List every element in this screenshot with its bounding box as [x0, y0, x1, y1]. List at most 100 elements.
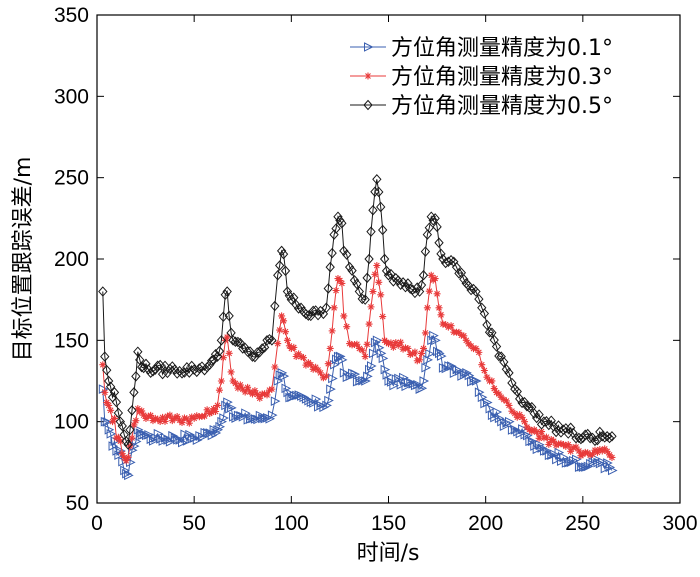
data-point — [411, 348, 419, 356]
y-tick-label: 50 — [66, 492, 89, 515]
data-point — [393, 275, 403, 286]
data-point — [217, 377, 225, 385]
data-point — [111, 396, 122, 408]
data-point — [148, 365, 158, 377]
data-point — [137, 361, 147, 373]
data-point — [367, 361, 377, 371]
data-point — [241, 408, 251, 419]
data-point — [151, 433, 161, 443]
data-point — [580, 429, 590, 440]
data-point — [117, 420, 127, 432]
data-point — [524, 402, 535, 413]
legend: 方位角测量精度为0.1° 方位角测量精度为0.3° 方位角测量精度为0.5° — [350, 36, 613, 119]
data-point — [248, 390, 256, 398]
x-tick-label: 50 — [182, 512, 205, 535]
data-point — [132, 417, 140, 425]
data-point — [535, 439, 545, 450]
data-point — [344, 261, 355, 273]
data-point — [116, 437, 124, 445]
data-point — [425, 287, 433, 295]
data-point — [431, 275, 439, 283]
data-point — [404, 344, 412, 352]
data-point — [203, 406, 211, 414]
data-point — [274, 340, 282, 348]
data-point — [222, 286, 232, 297]
data-point — [118, 450, 126, 458]
data-point — [554, 447, 565, 458]
data-point — [118, 456, 128, 467]
data-point — [230, 336, 241, 347]
data-point — [500, 396, 508, 404]
y-tick-label: 350 — [54, 4, 89, 27]
data-point — [180, 429, 191, 440]
data-point — [301, 308, 311, 320]
data-point — [386, 268, 396, 280]
x-tick-label: 300 — [662, 512, 697, 535]
x-tick-label: 100 — [274, 512, 309, 535]
data-point — [581, 462, 591, 472]
data-point — [182, 362, 192, 373]
data-point — [358, 375, 368, 386]
data-point — [545, 440, 553, 448]
data-point — [240, 342, 250, 354]
data-point — [324, 360, 332, 368]
data-point — [187, 360, 197, 372]
data-point — [115, 416, 125, 427]
data-point — [158, 436, 169, 446]
data-point — [485, 403, 496, 414]
data-point — [327, 247, 337, 259]
data-point — [542, 446, 553, 456]
data-point — [608, 453, 616, 461]
data-point — [414, 286, 425, 297]
data-point — [100, 351, 110, 362]
data-point — [161, 417, 169, 425]
data-point — [463, 280, 474, 291]
data-point — [125, 424, 135, 436]
data-point — [477, 392, 488, 403]
data-point — [197, 432, 208, 442]
data-point — [365, 320, 373, 328]
data-point — [166, 411, 174, 419]
data-point — [333, 211, 343, 222]
data-point — [550, 437, 558, 445]
data-point — [480, 367, 488, 375]
data-point — [208, 408, 216, 416]
data-point — [516, 411, 524, 419]
data-point — [325, 261, 335, 273]
data-point — [499, 356, 509, 368]
data-point — [427, 271, 435, 279]
data-point — [564, 457, 574, 468]
data-point — [603, 447, 611, 455]
data-point — [371, 270, 379, 278]
data-point — [312, 363, 320, 371]
data-point — [542, 433, 550, 441]
data-point — [438, 363, 449, 373]
x-tick-label: 200 — [468, 512, 503, 535]
data-point — [399, 345, 407, 353]
data-point — [347, 265, 357, 276]
data-point — [105, 401, 113, 409]
data-point — [236, 381, 244, 389]
data-point — [422, 229, 433, 240]
data-point — [544, 419, 554, 431]
data-point — [504, 416, 515, 427]
data-point — [379, 253, 390, 265]
data-point — [539, 446, 550, 456]
data-point — [124, 470, 134, 481]
data-point — [291, 299, 301, 311]
data-point — [552, 454, 562, 465]
data-point — [173, 412, 181, 420]
data-point — [389, 380, 399, 391]
data-point — [228, 335, 238, 346]
data-point — [449, 368, 460, 379]
data-point — [513, 426, 523, 437]
data-point — [518, 413, 526, 421]
data-point — [338, 279, 346, 287]
data-point — [490, 385, 498, 393]
data-point — [121, 435, 131, 447]
data-point — [392, 339, 400, 347]
data-point — [418, 270, 429, 281]
data-point — [508, 407, 516, 415]
data-point — [394, 373, 404, 384]
data-point — [156, 434, 166, 444]
